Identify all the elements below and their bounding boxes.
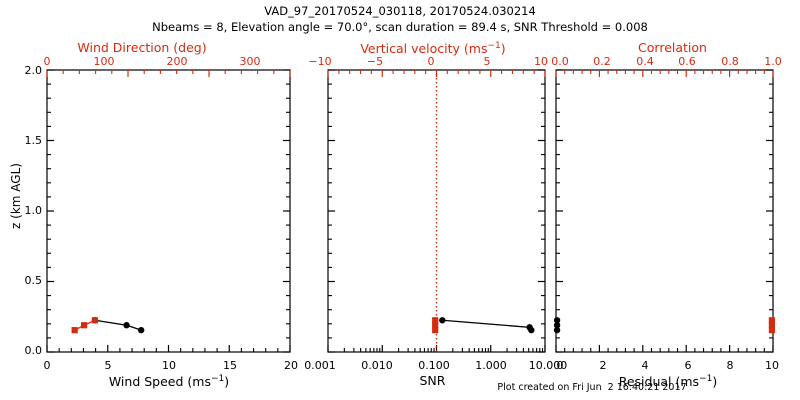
panel-snr-data-point-circle [439,317,446,324]
panel1-bottom-tick-20: 20 [284,359,298,372]
panel3-bottom-axis-title: Residual (ms−1) [548,375,788,389]
panel3-bottom-tick-10: 10 [765,359,779,372]
panel2-top-tick-0: 0 [427,55,435,68]
panel1-top-tick-100: 100 [93,55,115,68]
panel-snr-series-line [442,319,532,331]
panel-wind-data-point-square [71,327,78,334]
panel3-bottom-axis-title-main: Residual (ms [618,374,700,390]
panel2-top-tick-5: 5 [483,55,491,68]
panel2-bottom-tick-001: 0.010 [361,359,393,372]
panel1-bottom-axis-title: Wind Speed (ms−1) [47,375,291,389]
panel-wind-frame [46,69,291,353]
panel-snr-group [327,69,546,353]
panel2-bottom-axis-title: SNR [419,373,446,388]
panel3-bottom-tick-2: 2 [599,359,607,372]
panel2-bottom-tick-10: 10.000 [528,359,568,372]
panel1-top-tick-200: 200 [166,55,188,68]
panel-residual-data-point-circle [553,326,561,334]
panel2-top-tick-10: 10 [534,55,548,68]
y-tick-label-1_5: 1.5 [24,134,43,147]
panel1-bottom-axis-title-tail: ) [224,374,230,390]
panel1-bottom-axis-title-sup: −1 [210,374,225,384]
panel-snr-data-point-circle [528,326,535,334]
panel-wind-data-point-square [81,322,88,329]
panel3-top-tick-10: 1.0 [764,55,782,68]
panel1-top-tick-0: 0 [43,55,51,68]
panel3-top-tick-06: 0.6 [678,55,696,68]
panel-residual-frame [555,69,774,353]
panel3-bottom-tick-8: 8 [726,359,734,372]
panel-residual-group [553,69,776,353]
panel2-bottom-tick-01: 0.100 [418,359,450,372]
y-tick-label-0: 0.0 [24,344,43,357]
panel2-top-axis-title: Vertical velocity (ms−1) [327,42,539,56]
panel-residual-data-point-square [768,327,776,334]
panel1-top-axis-title: Wind Direction (deg) [77,40,207,55]
panel2-bottom-tick-1: 1.000 [475,359,507,372]
panel-residual-data-point-square [768,322,776,329]
panel2-top-tick-neg10: −10 [308,55,332,68]
panel3-top-axis-title: Correlation [638,40,707,55]
panel3-bottom-tick-0: 0 [556,359,564,372]
panel3-bottom-axis-title-sup: −1 [699,374,713,384]
panel1-bottom-tick-15: 15 [223,359,237,372]
panel-snr-data-point-square [432,327,439,334]
panel-wind-data-point-square [91,317,99,324]
plot-subtitle: Nbeams = 8, Elevation angle = 70.0°, sca… [152,20,648,34]
panel2-bottom-tick-0001: 0.001 [304,359,336,372]
panel2-top-axis-title-tail: ) [500,41,506,57]
panel1-bottom-tick-10: 10 [162,359,176,372]
panel3-top-tick-04: 0.4 [636,55,654,68]
y-tick-label-1: 1.0 [24,204,43,217]
panel3-bottom-tick-4: 4 [641,359,649,372]
panel1-bottom-axis-title-main: Wind Speed (ms [108,374,211,390]
plot-created-timestamp: Plot created on Fri Jun 2 16:40:21 2017 [497,382,687,393]
panel3-bottom-axis-title-tail: ) [712,374,718,390]
panel-wind-data-point-circle [123,322,130,329]
panel3-top-tick-08: 0.8 [721,55,739,68]
panel2-top-tick-neg5: −5 [366,55,384,68]
panel3-bottom-tick-6: 6 [684,359,692,372]
panel2-top-axis-title-main: Vertical velocity (ms [360,41,488,57]
page-title: VAD_97_20170524_030118, 20170524.030214 [264,4,536,18]
panel3-top-tick-00: 0.0 [551,55,569,68]
panel-residual-data-point-square [768,317,776,324]
panel-wind-series-line [94,319,142,331]
panel1-top-tick-300: 300 [239,55,261,68]
y-tick-label-0_5: 0.5 [24,274,43,287]
y-tick-label-2: 2.0 [24,64,43,77]
panel-wind-group [46,69,291,353]
panel3-top-tick-02: 0.2 [593,55,611,68]
panel-snr-data-point-square [432,317,439,324]
panel1-bottom-tick-5: 5 [104,359,112,372]
panel2-top-axis-title-sup: −1 [487,41,501,51]
panel1-bottom-tick-0: 0 [43,359,51,372]
panel-wind-data-point-circle [137,326,145,334]
panel-snr-data-point-square [432,322,439,329]
